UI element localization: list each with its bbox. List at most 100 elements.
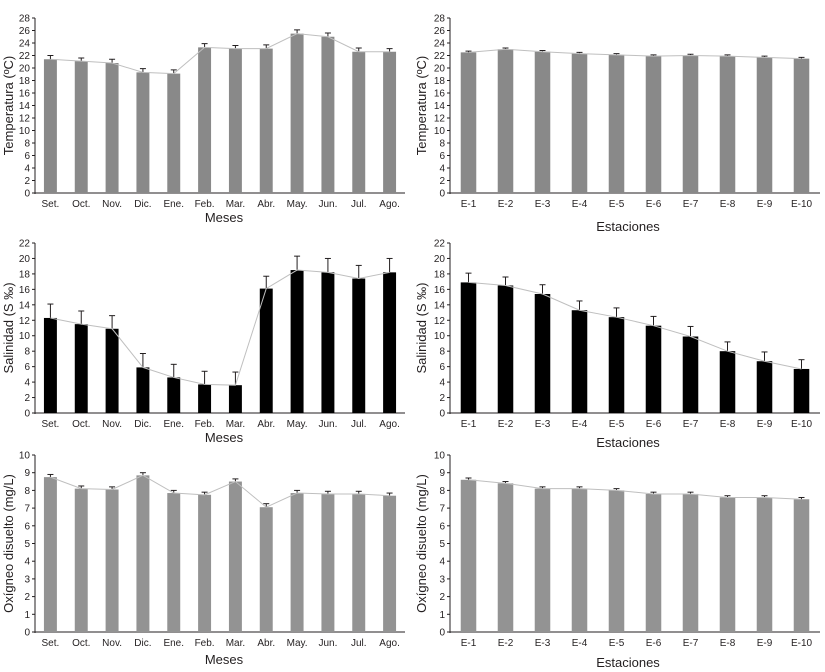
bar-E-4: [571, 310, 588, 413]
y-tick-label: 7: [24, 504, 30, 515]
bar-Ago.: [383, 272, 397, 413]
bar-Dic.: [136, 367, 150, 413]
y-tick-label: 28: [434, 14, 446, 25]
bar-Ene.: [167, 377, 181, 413]
x-tick-label: E-6: [646, 638, 662, 649]
y-tick-label: 9: [439, 468, 445, 479]
x-tick-label: Jul.: [351, 638, 367, 649]
y-tick-label: 22: [434, 51, 446, 62]
x-tick-label: Set.: [42, 419, 60, 430]
x-tick-label: Ago.: [379, 199, 400, 210]
y-tick-label: 4: [24, 557, 30, 568]
chart-panel-5: 0 1 2 3 4 5 6 7 8 9 10 Set. Oct. Nov. Dic. Ene. Feb. Mar.…: [1, 451, 405, 667]
bar-Ene.: [167, 73, 181, 193]
bar-E-6: [645, 493, 662, 632]
x-tick-label: E-4: [572, 419, 588, 430]
x-tick-label: Feb.: [195, 419, 215, 430]
x-tick-label: E-10: [791, 419, 813, 430]
x-tick-label: E-7: [683, 199, 699, 210]
y-tick-label: 10: [19, 451, 31, 462]
x-tick-label: Jul.: [351, 199, 367, 210]
y-tick-label: 8: [24, 139, 30, 150]
bar-E-10: [793, 499, 810, 632]
y-tick-label: 3: [24, 574, 30, 585]
bar-Mar.: [228, 385, 242, 413]
y-tick-label: 8: [24, 347, 30, 358]
y-tick-label: 2: [24, 592, 30, 603]
y-tick-label: 0: [24, 189, 30, 200]
y-tick-label: 4: [439, 378, 445, 389]
bar-E-4: [571, 53, 588, 193]
x-tick-label: E-5: [609, 199, 625, 210]
x-tick-label: Jul.: [351, 419, 367, 430]
y-tick-label: 0: [439, 409, 445, 420]
y-tick-label: 1: [439, 610, 445, 621]
x-tick-label: Ago.: [379, 419, 400, 430]
y-tick-label: 24: [434, 39, 446, 50]
bar-Mar.: [228, 48, 242, 193]
y-tick-label: 2: [439, 176, 445, 187]
bar-E-10: [793, 368, 810, 413]
y-tick-label: 16: [434, 89, 446, 100]
x-tick-label: Dic.: [134, 419, 151, 430]
x-tick-label: Nov.: [102, 419, 122, 430]
bar-Dic.: [136, 475, 150, 632]
y-tick-label: 2: [24, 176, 30, 187]
x-tick-label: Abr.: [257, 638, 275, 649]
y-tick-label: 18: [19, 269, 31, 280]
bar-E-7: [682, 55, 699, 193]
bar-E-4: [571, 488, 588, 632]
x-axis-label: Meses: [205, 652, 244, 667]
x-tick-label: Set.: [42, 199, 60, 210]
bar-Set.: [43, 59, 57, 193]
chart-panel-3: 0 2 4 6 8 10 12 14 16 18 20 22 Set. Oct. Nov. Dic. Ene. F…: [1, 239, 405, 445]
x-tick-label: Nov.: [102, 199, 122, 210]
y-axis-label: Temperatura (ºC): [1, 56, 16, 155]
x-tick-label: Feb.: [195, 199, 215, 210]
y-tick-label: 12: [19, 114, 31, 125]
y-tick-label: 26: [434, 26, 446, 37]
x-tick-label: E-4: [572, 199, 588, 210]
chart-panel-6: 0 1 2 3 4 5 6 7 8 9 10 E-1 E-2 E-3 E-4 E-5 E-6 E-7 E-8 E-9 E…: [414, 451, 820, 670]
bar-Oct.: [74, 488, 88, 632]
bar-Oct.: [74, 324, 88, 413]
y-tick-label: 20: [434, 254, 446, 265]
x-tick-label: Nov.: [102, 638, 122, 649]
x-tick-label: E-1: [461, 199, 477, 210]
y-tick-label: 18: [19, 76, 31, 87]
y-axis-label: Oxígneo disuelto (mg/L): [414, 474, 429, 613]
y-tick-label: 6: [439, 151, 445, 162]
y-tick-label: 8: [439, 347, 445, 358]
x-tick-label: E-5: [609, 419, 625, 430]
y-tick-label: 18: [434, 269, 446, 280]
y-tick-label: 8: [439, 139, 445, 150]
bar-E-8: [719, 351, 736, 413]
bar-E-9: [756, 361, 773, 413]
x-axis-label: Meses: [205, 430, 244, 445]
bar-E-8: [719, 56, 736, 193]
bar-Abr.: [259, 48, 273, 193]
y-axis-label: Salinidad (S ‰): [414, 282, 429, 373]
bar-Ene.: [167, 493, 181, 632]
x-tick-label: Ene.: [163, 199, 184, 210]
y-tick-label: 3: [439, 574, 445, 585]
bar-E-3: [534, 51, 551, 193]
x-tick-label: E-7: [683, 638, 699, 649]
x-tick-label: Feb.: [195, 638, 215, 649]
bar-E-6: [645, 325, 662, 413]
y-tick-label: 4: [24, 378, 30, 389]
trend-line: [50, 474, 390, 508]
bar-Nov.: [105, 489, 119, 632]
x-tick-label: Abr.: [257, 199, 275, 210]
y-tick-label: 12: [434, 114, 446, 125]
x-axis-label: Meses: [205, 210, 244, 225]
bar-E-2: [497, 49, 514, 193]
x-tick-label: E-9: [757, 419, 773, 430]
bar-Jul.: [352, 278, 366, 413]
bar-E-7: [682, 336, 699, 413]
y-tick-label: 20: [19, 254, 31, 265]
bar-Jul.: [352, 51, 366, 193]
y-tick-label: 0: [439, 628, 445, 639]
